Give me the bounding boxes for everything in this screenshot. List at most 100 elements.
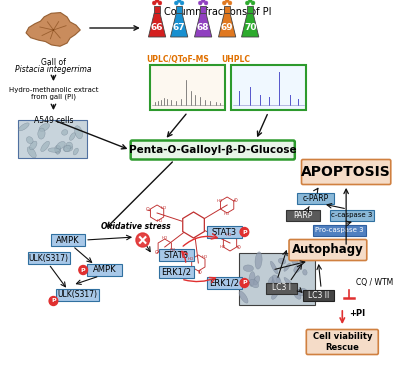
Bar [154, 6, 160, 13]
Bar [207, 226, 242, 238]
Ellipse shape [292, 259, 298, 265]
Text: LC3 I: LC3 I [272, 283, 291, 292]
Ellipse shape [19, 123, 29, 131]
Text: ULK(S317): ULK(S317) [58, 291, 98, 299]
Text: O: O [234, 198, 237, 202]
Bar [200, 6, 206, 13]
Bar [303, 289, 334, 301]
Text: +PI: +PI [349, 308, 365, 317]
Text: P: P [51, 298, 56, 304]
Bar [18, 120, 87, 158]
Circle shape [225, 0, 229, 3]
Bar [56, 289, 98, 301]
Bar [239, 253, 316, 305]
Bar [313, 224, 366, 235]
Ellipse shape [249, 272, 255, 286]
Text: PARP: PARP [293, 211, 313, 219]
Ellipse shape [27, 147, 36, 158]
Text: Penta-O-Galloyl-β-D-Glucose: Penta-O-Galloyl-β-D-Glucose [129, 145, 296, 155]
Text: 68: 68 [197, 23, 209, 32]
Text: O: O [198, 270, 202, 275]
Text: HO: HO [216, 199, 223, 203]
Text: UHPLC: UHPLC [221, 55, 250, 64]
Text: ERK1/2: ERK1/2 [161, 267, 191, 276]
Circle shape [251, 1, 255, 5]
Text: APOPTOSIS: APOPTOSIS [301, 165, 391, 179]
Circle shape [136, 233, 149, 247]
Bar [286, 209, 320, 221]
Ellipse shape [270, 279, 275, 293]
Text: O: O [237, 245, 240, 250]
Text: HO: HO [220, 245, 226, 249]
Ellipse shape [255, 252, 262, 269]
Text: ERK1/2: ERK1/2 [209, 279, 239, 288]
Text: HO: HO [156, 219, 163, 223]
Ellipse shape [297, 288, 307, 296]
Ellipse shape [284, 278, 295, 290]
Text: Pistacia integerrima: Pistacia integerrima [15, 65, 92, 74]
Text: AMPK: AMPK [56, 235, 80, 244]
FancyBboxPatch shape [289, 240, 367, 260]
Ellipse shape [74, 126, 82, 139]
Text: CQ / WTM: CQ / WTM [356, 279, 393, 288]
Text: Oxidative stress: Oxidative stress [101, 221, 171, 231]
Text: P: P [81, 267, 86, 273]
Circle shape [177, 0, 181, 3]
Ellipse shape [64, 145, 70, 152]
Bar [247, 6, 253, 13]
Text: c-PARP: c-PARP [302, 193, 328, 202]
FancyBboxPatch shape [302, 160, 391, 185]
Circle shape [79, 266, 88, 275]
Text: ULK(S317): ULK(S317) [29, 253, 69, 263]
Circle shape [174, 1, 178, 5]
Bar [50, 234, 85, 246]
Text: Hydro-methanolic extract: Hydro-methanolic extract [9, 87, 98, 93]
Ellipse shape [243, 265, 254, 272]
Ellipse shape [254, 276, 260, 285]
Ellipse shape [268, 277, 274, 289]
Text: STAT3: STAT3 [212, 228, 237, 237]
Ellipse shape [26, 137, 33, 144]
Text: Cell viability
Rescue: Cell viability Rescue [312, 332, 372, 352]
Ellipse shape [272, 291, 278, 299]
Bar [224, 6, 230, 13]
Bar [231, 65, 306, 110]
Ellipse shape [73, 148, 78, 155]
Circle shape [201, 0, 205, 3]
Circle shape [155, 0, 159, 3]
Text: AMPK: AMPK [92, 266, 116, 275]
Text: Pro-caspase 3: Pro-caspase 3 [315, 227, 364, 233]
Circle shape [152, 1, 156, 5]
Bar [150, 65, 225, 110]
Text: A549 cells: A549 cells [34, 116, 73, 125]
Polygon shape [242, 13, 259, 37]
Text: HO: HO [226, 232, 232, 237]
FancyBboxPatch shape [306, 330, 378, 355]
Circle shape [158, 1, 162, 5]
Text: HO: HO [170, 248, 176, 252]
Ellipse shape [303, 270, 307, 275]
Text: P: P [242, 280, 247, 285]
Ellipse shape [41, 141, 50, 151]
Text: HO: HO [188, 257, 194, 261]
Ellipse shape [55, 146, 61, 154]
Circle shape [198, 1, 202, 5]
Text: LC3 II: LC3 II [308, 291, 329, 299]
Circle shape [245, 1, 249, 5]
Circle shape [240, 279, 249, 288]
Ellipse shape [294, 292, 301, 299]
Text: Gall of: Gall of [41, 58, 66, 67]
Text: Column fractions of PI: Column fractions of PI [164, 7, 271, 17]
Ellipse shape [62, 129, 68, 135]
Circle shape [180, 1, 184, 5]
Circle shape [204, 1, 208, 5]
Text: 69: 69 [221, 23, 234, 32]
Ellipse shape [278, 258, 286, 264]
Ellipse shape [250, 279, 259, 288]
FancyBboxPatch shape [131, 141, 295, 160]
Bar [176, 6, 182, 13]
Ellipse shape [270, 261, 278, 274]
Polygon shape [170, 13, 188, 37]
Ellipse shape [54, 145, 61, 153]
Text: c-caspase 3: c-caspase 3 [331, 212, 372, 218]
